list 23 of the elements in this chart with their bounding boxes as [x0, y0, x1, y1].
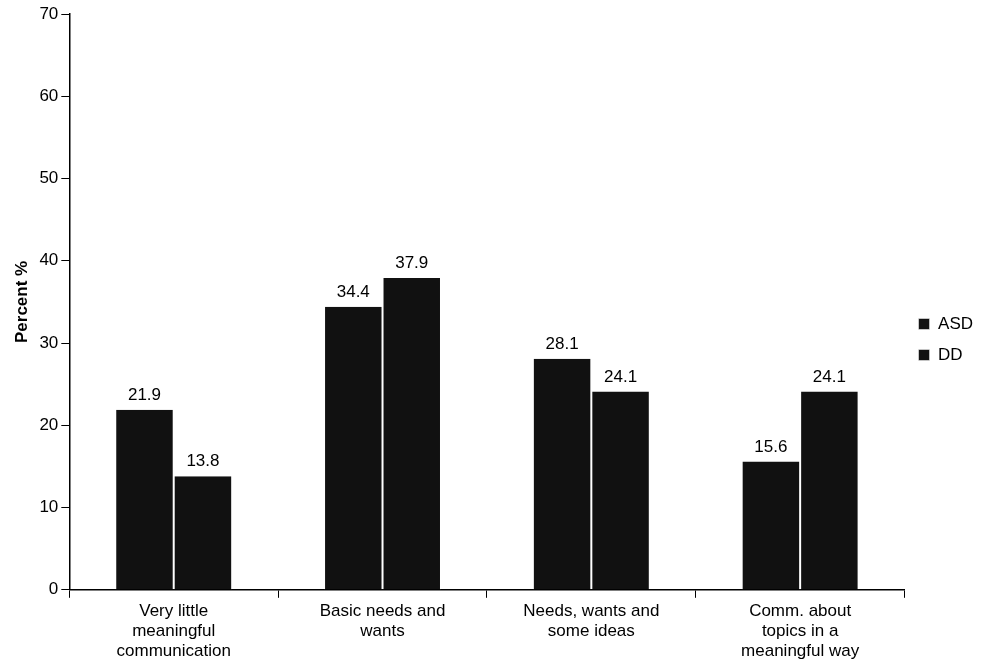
data-label: 21.9 [127, 384, 162, 404]
y-tick-label: 10 [39, 497, 59, 517]
x-tick-label: Comm. about topics in a meaningful way [741, 600, 860, 661]
data-label: 15.6 [754, 436, 788, 456]
y-axis-title: Percent % [11, 260, 31, 343]
data-label: 24.1 [604, 366, 638, 386]
y-tick-label: 0 [48, 579, 59, 599]
y-tick-label: 30 [39, 332, 59, 352]
data-label: 34.4 [336, 282, 370, 302]
legend-label: DD [938, 344, 963, 364]
x-tick-label: Basic needs and wants [319, 600, 446, 641]
data-label: 37.9 [395, 253, 429, 273]
x-tick-label: Needs, wants and some ideas [523, 600, 660, 641]
x-tick-label: Very little meaningful communication [116, 600, 231, 661]
y-tick-label: 40 [39, 250, 59, 270]
legend-label: ASD [938, 313, 974, 333]
y-tick-label: 20 [39, 414, 59, 434]
data-label: 13.8 [186, 451, 220, 471]
y-tick-label: 70 [39, 3, 59, 23]
data-label: 28.1 [545, 333, 579, 353]
y-tick-label: 60 [39, 85, 59, 105]
y-tick-label: 50 [39, 168, 59, 188]
data-label: 24.1 [812, 366, 846, 386]
